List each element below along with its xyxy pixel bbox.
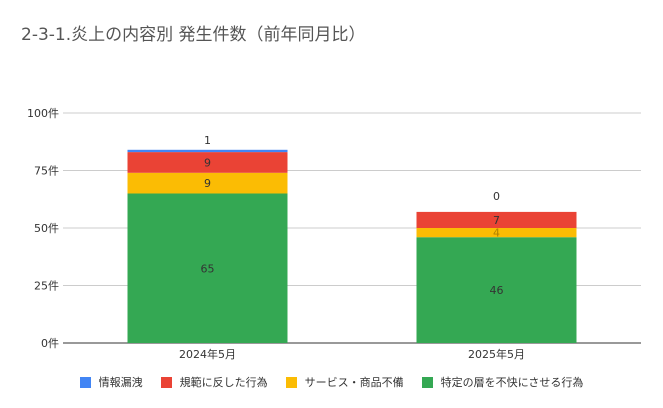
y-tick-label: 50件 — [34, 222, 59, 235]
data-label: 9 — [204, 177, 211, 190]
chart-title: 2-3-1.炎上の内容別 発生件数（前年同月比） — [21, 25, 366, 45]
legend-swatch — [421, 376, 433, 388]
legend-swatch — [79, 376, 91, 388]
legend-swatch — [160, 376, 172, 388]
y-tick-label: 75件 — [34, 165, 59, 178]
legend-label: 規範に反した行為 — [179, 376, 268, 389]
bar-segment — [127, 193, 288, 343]
legend: 情報漏洩 規範に反した行為 サービス・商品不備 特定の層を不快にさせる行為 — [0, 374, 663, 390]
bar-segment — [416, 237, 577, 343]
y-tick-label: 0件 — [41, 337, 59, 350]
legend-swatch — [285, 376, 297, 388]
legend-item: 情報漏洩 — [79, 374, 143, 390]
data-label: 4 — [493, 227, 500, 240]
data-label: 46 — [490, 284, 504, 297]
bar-segment — [127, 172, 288, 194]
x-tick-label: 2025年5月 — [468, 347, 525, 361]
data-label: 65 — [201, 262, 215, 275]
y-tick-label: 25件 — [34, 280, 59, 293]
legend-item: 特定の層を不快にさせる行為 — [421, 374, 584, 390]
legend-label: 情報漏洩 — [98, 376, 143, 389]
bar-segment — [416, 211, 577, 228]
data-label: 0 — [493, 190, 500, 203]
data-label: 9 — [204, 156, 211, 169]
bar-segment — [416, 228, 577, 238]
legend-label: サービス・商品不備 — [304, 376, 404, 389]
bar-segment — [127, 152, 288, 173]
legend-label: 特定の層を不快にさせる行為 — [440, 376, 584, 389]
data-label: 1 — [204, 134, 211, 147]
y-tick-label: 100件 — [27, 107, 59, 120]
x-tick-label: 2024年5月 — [179, 347, 236, 361]
legend-item: 規範に反した行為 — [160, 374, 268, 390]
bar-segment — [127, 149, 288, 153]
data-label: 7 — [493, 214, 500, 227]
legend-item: サービス・商品不備 — [285, 374, 404, 390]
